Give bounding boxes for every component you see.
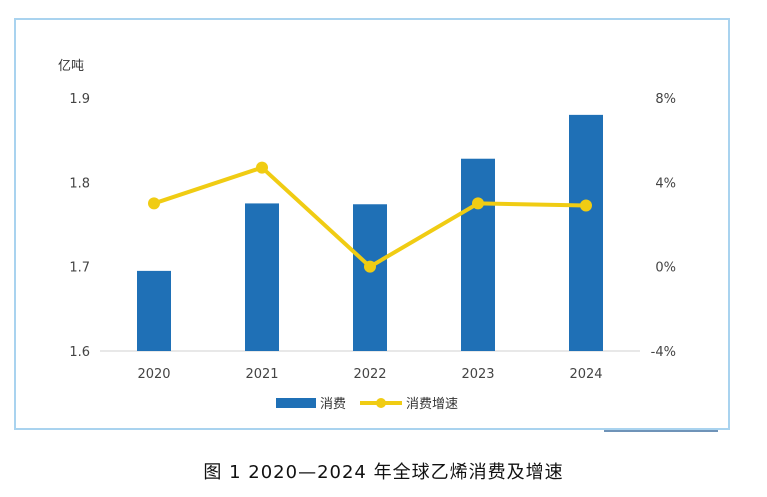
decorative-underline <box>604 430 718 432</box>
y-right-tick-label: 8% <box>655 92 676 107</box>
bar <box>245 203 279 351</box>
growth-point <box>256 161 268 174</box>
x-tick-label: 2022 <box>353 367 386 382</box>
y-left-tick-label: 1.8 <box>69 176 90 191</box>
growth-point <box>472 197 484 210</box>
legend: 消费 消费增速 <box>276 397 458 412</box>
legend-bar-label: 消费 <box>320 397 346 412</box>
x-tick-label: 2021 <box>245 367 278 382</box>
legend-bar-swatch <box>276 398 316 408</box>
figure-caption: 图 1 2020—2024 年全球乙烯消费及增速 <box>203 462 564 483</box>
x-tick-label: 2023 <box>461 367 494 382</box>
bars-layer <box>137 114 603 351</box>
bar <box>353 204 387 351</box>
y-left-tick-label: 1.6 <box>69 345 90 360</box>
bar <box>137 270 171 351</box>
growth-point <box>364 260 376 273</box>
y-right-tick-label: -4% <box>651 345 676 360</box>
line-layer <box>148 161 592 273</box>
bar <box>461 158 495 351</box>
y-right-tick-label: 4% <box>655 176 676 191</box>
chart: 1.6 1.7 1.8 1.9 亿吨 -4% 0% 4% 8% 2020 2021 2022 2023 2… <box>58 59 676 412</box>
growth-point <box>148 197 160 210</box>
legend-line-label: 消费增速 <box>406 397 458 412</box>
y-left-unit-label: 亿吨 <box>58 59 84 74</box>
bar <box>569 114 603 351</box>
y-left-tick-label: 1.9 <box>69 92 90 107</box>
x-tick-label: 2020 <box>137 367 170 382</box>
growth-point <box>580 199 592 212</box>
y-left-tick-label: 1.7 <box>69 261 90 276</box>
y-right-tick-label: 0% <box>655 261 676 276</box>
legend-line-marker <box>376 398 386 408</box>
x-tick-label: 2024 <box>569 367 602 382</box>
